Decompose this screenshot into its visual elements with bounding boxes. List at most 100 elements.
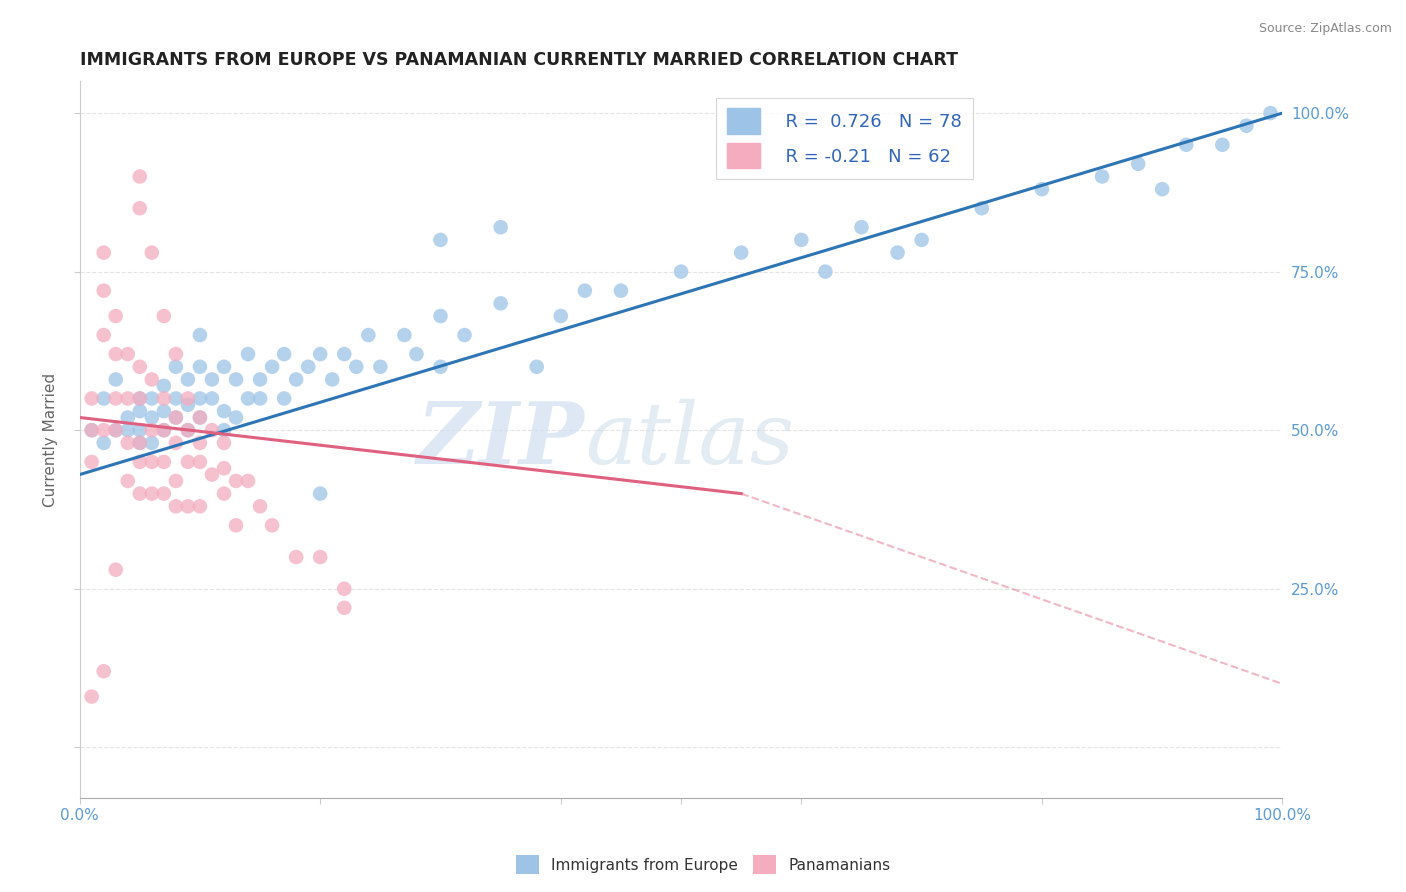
Point: [104, 372, 127, 386]
Point: [93, 245, 115, 260]
Point: [177, 392, 200, 406]
Point: [153, 379, 176, 393]
Point: [429, 309, 451, 323]
Point: [188, 410, 211, 425]
Point: [177, 423, 200, 437]
Point: [188, 328, 211, 343]
Point: [1211, 137, 1233, 152]
Point: [93, 423, 115, 437]
Point: [333, 347, 356, 361]
Point: [128, 455, 150, 469]
Point: [165, 435, 187, 450]
Point: [236, 474, 259, 488]
Legend:   R =  0.726   N = 78,   R = -0.21   N = 62: R = 0.726 N = 78, R = -0.21 N = 62: [717, 97, 973, 179]
Point: [117, 392, 139, 406]
Point: [188, 359, 211, 374]
Point: [297, 359, 319, 374]
Point: [249, 392, 271, 406]
Point: [1260, 106, 1282, 120]
Point: [453, 328, 475, 343]
Point: [153, 309, 176, 323]
Point: [249, 372, 271, 386]
Point: [177, 455, 200, 469]
Point: [165, 410, 187, 425]
Point: [526, 359, 548, 374]
Point: [104, 309, 127, 323]
Point: [80, 392, 103, 406]
Point: [1152, 182, 1174, 196]
Point: [429, 359, 451, 374]
Point: [153, 423, 176, 437]
Point: [177, 398, 200, 412]
Point: [489, 296, 512, 310]
Point: [117, 474, 139, 488]
Point: [212, 486, 235, 500]
Y-axis label: Currently Married: Currently Married: [44, 373, 58, 507]
Point: [344, 359, 367, 374]
Text: IMMIGRANTS FROM EUROPE VS PANAMANIAN CURRENTLY MARRIED CORRELATION CHART: IMMIGRANTS FROM EUROPE VS PANAMANIAN CUR…: [80, 51, 957, 69]
Point: [262, 359, 284, 374]
Point: [80, 455, 103, 469]
Point: [93, 284, 115, 298]
Point: [117, 435, 139, 450]
Point: [1175, 137, 1198, 152]
Point: [201, 467, 224, 482]
Point: [285, 549, 308, 564]
Point: [814, 265, 837, 279]
Point: [188, 455, 211, 469]
Text: atlas: atlas: [585, 399, 794, 481]
Point: [212, 461, 235, 475]
Point: [550, 309, 572, 323]
Point: [128, 392, 150, 406]
Point: [177, 372, 200, 386]
Point: [104, 423, 127, 437]
Point: [128, 201, 150, 215]
Point: [80, 690, 103, 704]
Point: [177, 500, 200, 514]
Point: [357, 328, 380, 343]
Point: [141, 245, 163, 260]
Point: [429, 233, 451, 247]
Point: [165, 359, 187, 374]
Legend: Immigrants from Europe, Panamanians: Immigrants from Europe, Panamanians: [509, 849, 897, 880]
Point: [574, 284, 596, 298]
Text: ZIP: ZIP: [418, 398, 585, 482]
Point: [141, 392, 163, 406]
Point: [201, 372, 224, 386]
Point: [177, 423, 200, 437]
Point: [911, 233, 934, 247]
Point: [970, 201, 993, 215]
Point: [212, 404, 235, 418]
Point: [128, 435, 150, 450]
Point: [669, 265, 692, 279]
Point: [273, 347, 295, 361]
Point: [285, 372, 308, 386]
Point: [128, 392, 150, 406]
Point: [201, 423, 224, 437]
Point: [370, 359, 392, 374]
Point: [236, 392, 259, 406]
Point: [730, 245, 752, 260]
Point: [886, 245, 908, 260]
Point: [333, 582, 356, 596]
Point: [188, 410, 211, 425]
Text: Source: ZipAtlas.com: Source: ZipAtlas.com: [1258, 22, 1392, 36]
Point: [225, 410, 247, 425]
Point: [405, 347, 427, 361]
Point: [141, 435, 163, 450]
Point: [225, 518, 247, 533]
Point: [93, 664, 115, 678]
Point: [309, 549, 332, 564]
Point: [249, 500, 271, 514]
Point: [394, 328, 416, 343]
Point: [104, 392, 127, 406]
Point: [212, 359, 235, 374]
Point: [128, 404, 150, 418]
Point: [165, 392, 187, 406]
Point: [80, 423, 103, 437]
Point: [153, 392, 176, 406]
Point: [188, 392, 211, 406]
Point: [141, 455, 163, 469]
Point: [128, 435, 150, 450]
Point: [309, 486, 332, 500]
